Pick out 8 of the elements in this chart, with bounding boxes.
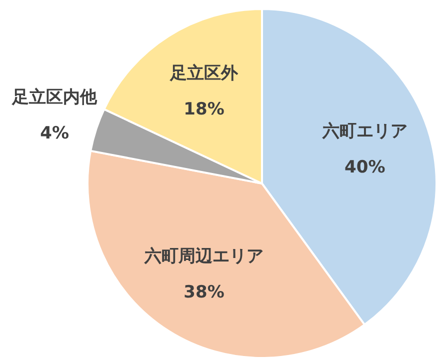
slice-label: 六町周辺エリア (144, 246, 264, 266)
slice-label: 足立区内他 (11, 88, 98, 108)
data-label: 38% (184, 282, 224, 302)
data-label: 4% (40, 124, 69, 144)
data-label: 18% (184, 100, 224, 120)
slice-label: 足立区外 (169, 64, 240, 84)
slice-label: 六町エリア (321, 121, 408, 142)
data-label: 40% (344, 157, 386, 178)
